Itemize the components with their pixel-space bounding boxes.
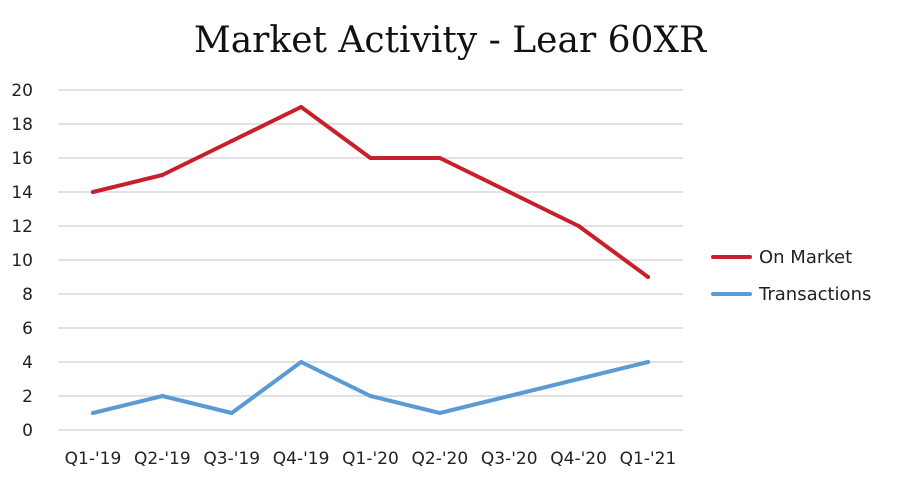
- y-tick-label: 8: [22, 285, 33, 305]
- gridlines: [58, 89, 683, 431]
- data-point: [368, 156, 373, 160]
- y-tick-label: 14: [11, 183, 33, 203]
- y-tick-label: 2: [22, 387, 33, 407]
- data-point: [368, 394, 373, 398]
- data-point: [229, 139, 234, 143]
- y-tick-label: 6: [22, 319, 33, 339]
- x-tick-label: Q1-'20: [342, 449, 399, 469]
- x-tick-label: Q4-'19: [273, 449, 330, 469]
- data-point: [160, 394, 165, 398]
- data-point: [91, 411, 95, 415]
- y-tick-label: 18: [11, 115, 33, 135]
- x-tick-label: Q1-'19: [65, 449, 122, 469]
- series-lines: [91, 105, 650, 415]
- data-point: [299, 105, 304, 109]
- data-point: [229, 411, 234, 415]
- y-tick-label: 20: [11, 81, 33, 101]
- data-point: [646, 275, 650, 279]
- y-tick-label: 12: [11, 217, 33, 237]
- data-point: [576, 377, 581, 381]
- data-point: [576, 224, 581, 228]
- x-tick-label: Q2-'20: [412, 449, 469, 469]
- y-tick-label: 0: [22, 421, 33, 441]
- chart-title: Market Activity - Lear 60XR: [194, 20, 707, 61]
- legend: On Market Transactions: [711, 247, 871, 305]
- x-tick-label: Q3-'20: [481, 449, 538, 469]
- legend-label: On Market: [759, 247, 852, 268]
- data-point: [299, 360, 304, 364]
- x-tick-label: Q2-'19: [134, 449, 191, 469]
- x-tick-label: Q3-'19: [203, 449, 260, 469]
- x-tick-label: Q1-'21: [620, 449, 677, 469]
- data-point: [437, 411, 442, 415]
- legend-label: Transactions: [758, 284, 871, 305]
- y-axis-ticks: 0 2 4 6 8 10 12 14 16 18 20: [11, 81, 33, 441]
- x-tick-label: Q4-'20: [550, 449, 607, 469]
- data-point: [91, 190, 95, 194]
- series-line-transactions: [91, 360, 650, 415]
- y-tick-label: 16: [11, 149, 33, 169]
- data-point: [160, 173, 165, 177]
- data-point: [507, 190, 512, 194]
- y-tick-label: 4: [22, 353, 33, 373]
- data-point: [507, 394, 512, 398]
- data-point: [646, 360, 650, 364]
- x-axis-ticks: Q1-'19 Q2-'19 Q3-'19 Q4-'19 Q1-'20 Q2-'20 Q3-'…: [65, 449, 677, 469]
- y-tick-label: 10: [11, 251, 33, 271]
- data-point: [437, 156, 442, 160]
